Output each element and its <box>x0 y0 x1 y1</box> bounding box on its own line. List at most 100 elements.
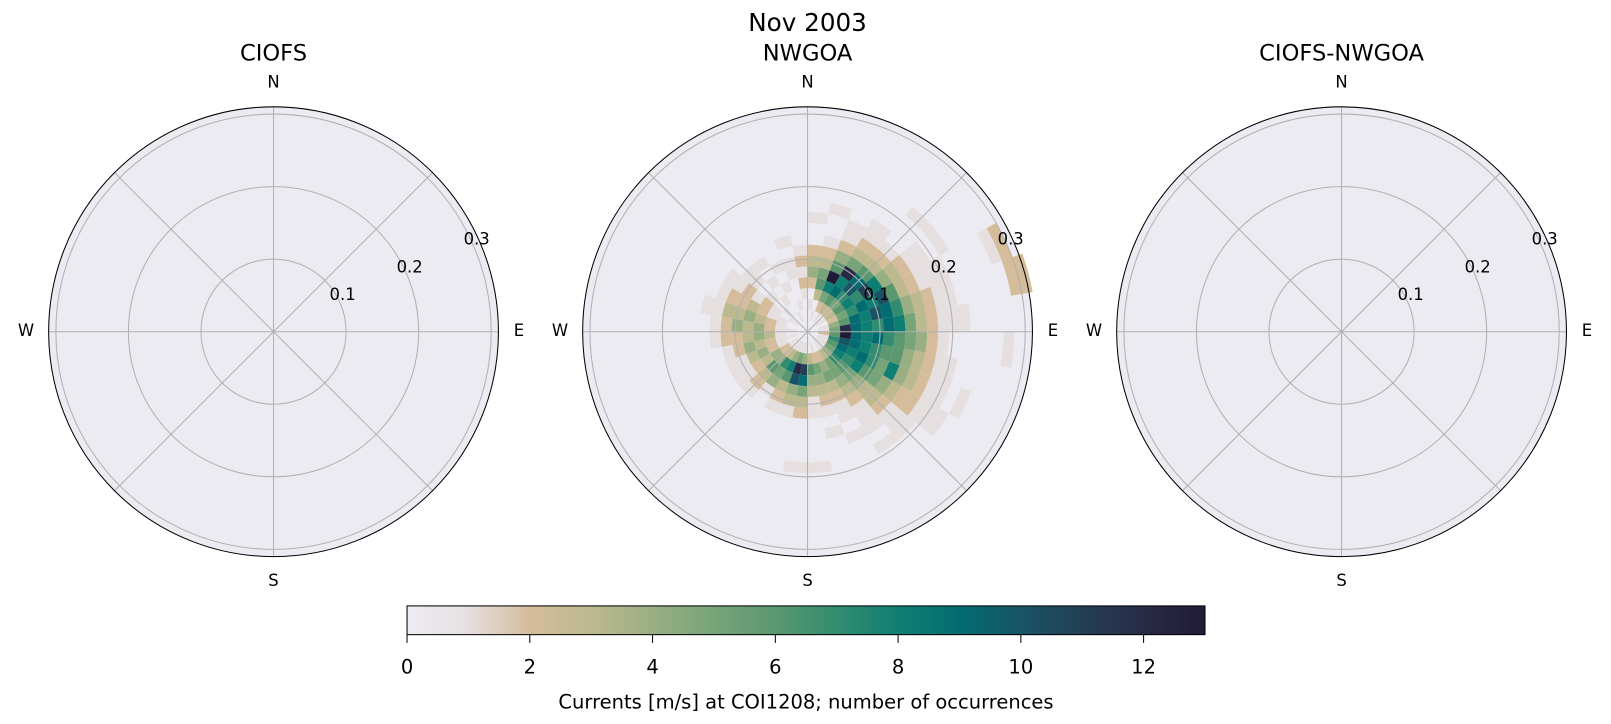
histogram-cell <box>924 226 949 256</box>
histogram-cell <box>732 275 750 294</box>
histogram-cell <box>792 406 808 419</box>
cardinal-label-e: E <box>1582 321 1592 340</box>
histogram-cell <box>909 290 926 313</box>
histogram-cell <box>911 372 931 397</box>
histogram-cell <box>832 348 846 360</box>
histogram-cell <box>786 333 798 340</box>
colorbar-tick-label: 8 <box>892 656 904 679</box>
histogram-cell <box>925 331 939 355</box>
polar-axes-ciofs: N E S W 0.1 0.2 0.3 CIOFS <box>18 41 524 590</box>
histogram-cell <box>731 331 744 345</box>
histogram-cell <box>849 289 865 305</box>
histogram-cell <box>833 249 852 266</box>
histogram-cell <box>889 346 905 366</box>
histogram-cell <box>828 320 840 328</box>
histogram-cell <box>780 280 793 295</box>
histogram-cell <box>977 228 1002 265</box>
axes-spine <box>582 106 1033 558</box>
histogram-cell <box>721 301 736 319</box>
histogram-cell <box>861 415 885 436</box>
histogram-cell <box>772 365 786 379</box>
histogram-cell <box>835 309 849 321</box>
histogram-cell <box>1001 257 1022 296</box>
histogram-cell <box>809 341 815 354</box>
histogram-cell <box>742 331 754 344</box>
histogram-cell <box>753 339 767 351</box>
histogram-cell <box>936 331 950 357</box>
histogram-cell <box>785 267 799 281</box>
histogram-cell <box>930 354 947 381</box>
histogram-cell <box>899 247 921 272</box>
cardinal-label-w: W <box>1086 321 1102 340</box>
colorbar-tick-label: 0 <box>401 656 413 679</box>
histogram-cell <box>829 365 843 379</box>
histogram-cell <box>732 369 750 388</box>
histogram-cell <box>794 396 808 408</box>
histogram-cell <box>764 337 777 347</box>
histogram-cell <box>764 324 776 332</box>
histogram-cell <box>774 326 787 332</box>
histogram-cell <box>786 348 797 360</box>
histogram-cell <box>796 266 808 279</box>
histogram-cell <box>721 344 736 362</box>
histogram-cell <box>818 290 830 304</box>
histogram-cell <box>816 335 829 343</box>
histogram-cell <box>815 372 827 386</box>
histogram-cell <box>882 361 900 381</box>
histogram-cell <box>709 331 722 349</box>
histogram-cell <box>834 275 850 291</box>
histogram-cell <box>760 353 775 367</box>
histogram-cell <box>925 309 939 332</box>
histogram-cell <box>753 313 767 325</box>
histogram-cell <box>807 363 816 376</box>
histogram-cell <box>732 305 747 321</box>
histogram-cell <box>792 362 802 375</box>
cardinal-label-n: N <box>801 73 813 92</box>
radial-tick-label: 0.3 <box>1532 230 1558 249</box>
histogram-cell <box>901 271 921 295</box>
histogram-cell <box>854 350 869 365</box>
histogram-cell <box>873 357 890 376</box>
histogram-cell <box>824 310 836 321</box>
histogram-cell <box>844 425 868 445</box>
histogram-cell <box>828 203 853 220</box>
histogram-cell <box>930 283 947 310</box>
histogram-cell <box>817 333 829 340</box>
histogram-cell <box>751 358 766 374</box>
histogram-cell <box>839 331 852 340</box>
histogram-cell <box>813 362 823 375</box>
histogram-cell <box>845 346 859 359</box>
histogram-cell <box>824 423 845 439</box>
histogram-cell <box>765 275 781 291</box>
histogram-cell <box>914 331 928 353</box>
histogram-cell <box>751 256 770 274</box>
histogram-cell <box>874 268 893 289</box>
histogram-cell <box>818 348 829 360</box>
histogram-cell <box>807 406 823 419</box>
histogram-cell <box>857 282 874 300</box>
histogram-cell <box>904 312 917 332</box>
histogram-cell <box>815 317 827 327</box>
histogram-cell <box>920 352 937 377</box>
histogram-cell <box>890 386 912 409</box>
histogram-cell <box>986 222 1013 261</box>
histogram-cell <box>743 341 757 355</box>
histogram-cell <box>826 339 839 349</box>
histogram-cell <box>798 277 808 289</box>
histogram-cell <box>781 256 797 271</box>
histogram-cell <box>814 350 824 363</box>
histogram-cell <box>823 356 836 370</box>
radial-tick-label: 0.3 <box>998 230 1024 249</box>
histogram-cell <box>753 322 765 332</box>
histogram-cell <box>777 403 795 418</box>
histogram-cell <box>741 282 758 300</box>
histogram-cell <box>815 278 827 291</box>
histogram-cell <box>711 298 726 317</box>
histogram-cell <box>774 331 787 338</box>
histogram-cell <box>882 316 895 332</box>
histogram-cell <box>742 320 754 332</box>
histogram-cell <box>837 239 857 257</box>
histogram-cell <box>756 346 770 359</box>
radial-tick-label: 0.1 <box>330 285 356 304</box>
cardinal-label-s: S <box>1336 571 1346 590</box>
